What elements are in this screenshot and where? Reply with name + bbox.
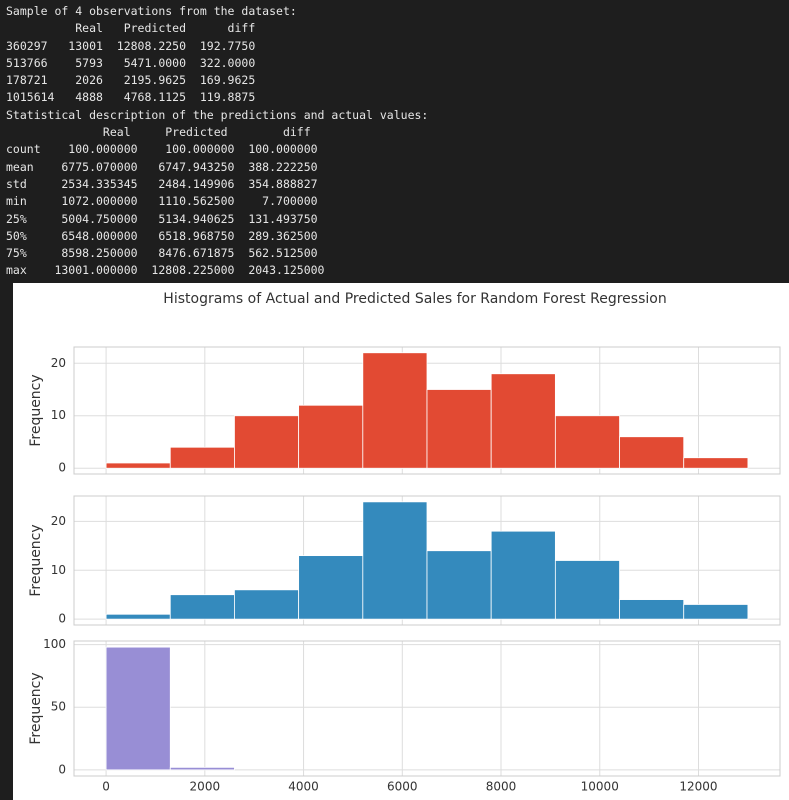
console-line: max 13001.000000 12808.225000 2043.12500… <box>6 263 325 278</box>
histogram-bar <box>169 766 235 771</box>
console-line: Real Predicted diff <box>6 21 256 36</box>
y-tick-label: 50 <box>51 700 66 714</box>
console-line: Sample of 4 observations from the datase… <box>6 4 297 18</box>
figure: Histograms of Actual and Predicted Sales… <box>0 283 789 800</box>
y-tick-label: 100 <box>43 637 66 651</box>
console-line: Real Predicted diff <box>6 125 311 140</box>
histogram-bar <box>426 389 492 469</box>
axes-frame <box>73 640 781 777</box>
histogram-bar <box>490 530 556 620</box>
histogram-bar <box>234 589 300 620</box>
y-tick-label: 10 <box>51 563 66 577</box>
console-line: std 2534.335345 2484.149906 354.888827 <box>6 176 318 191</box>
y-tick-label: 0 <box>58 612 66 626</box>
y-tick-label: 10 <box>51 408 66 422</box>
axes-frame <box>73 495 781 626</box>
console-line: min 1072.000000 1110.562500 7.700000 <box>6 194 318 209</box>
histogram-bar <box>362 352 428 469</box>
histogram-bar <box>105 613 171 620</box>
histogram-bar <box>683 457 749 469</box>
x-tick-label: 2000 <box>190 780 221 794</box>
console-line: 360297 13001 12808.2250 192.7750 <box>6 38 256 53</box>
histogram-bar <box>554 560 620 620</box>
histogram-bar <box>362 501 428 620</box>
histogram-bar <box>554 415 620 469</box>
y-axis-label: Frequency <box>28 524 44 596</box>
y-tick-label: 20 <box>51 514 66 528</box>
y-axis-label: Frequency <box>28 374 44 446</box>
console-line: count 100.000000 100.000000 100.000000 <box>6 142 318 157</box>
figure-title: Histograms of Actual and Predicted Sales… <box>163 291 666 307</box>
histogram-bar <box>234 415 300 469</box>
console-line: 25% 5004.750000 5134.940625 131.493750 <box>6 211 318 226</box>
y-axis-label: Frequency <box>28 672 44 744</box>
x-tick-label: 10000 <box>581 780 619 794</box>
histogram-bar <box>683 604 749 620</box>
console-line: mean 6775.070000 6747.943250 388.222250 <box>6 159 318 174</box>
console-line: Statistical description of the predictio… <box>6 107 429 122</box>
gutter <box>0 283 13 800</box>
histogram-bar <box>426 550 492 620</box>
axes-background <box>74 641 780 776</box>
x-tick-label: 4000 <box>288 780 319 794</box>
console-line: 513766 5793 5471.0000 322.0000 <box>6 55 256 70</box>
histogram-bar <box>298 555 364 620</box>
histogram-bar <box>169 446 235 469</box>
console-output: Sample of 4 observations from the datase… <box>0 0 789 283</box>
histogram-bar <box>169 594 235 620</box>
y-tick-label: 0 <box>58 461 66 475</box>
x-tick-label: 12000 <box>679 780 717 794</box>
histogram-bar <box>105 462 171 469</box>
histogram-bar <box>490 373 556 469</box>
histogram-bar <box>298 404 364 469</box>
histogram-bar <box>619 436 685 469</box>
histogram-bar <box>619 599 685 620</box>
x-tick-label: 0 <box>102 780 110 794</box>
axes-frame <box>73 346 781 475</box>
console-line: 75% 8598.250000 8476.671875 562.512500 <box>6 246 318 261</box>
console-line: 50% 6548.000000 6518.968750 289.362500 <box>6 228 318 243</box>
y-tick-label: 0 <box>58 762 66 776</box>
x-tick-label: 6000 <box>387 780 418 794</box>
console-line: 178721 2026 2195.9625 169.9625 <box>6 73 256 88</box>
histogram-bar <box>105 646 171 771</box>
x-tick-label: 8000 <box>486 780 517 794</box>
y-tick-label: 20 <box>51 356 66 370</box>
console-line: 1015614 4888 4768.1125 119.8875 <box>6 90 256 105</box>
